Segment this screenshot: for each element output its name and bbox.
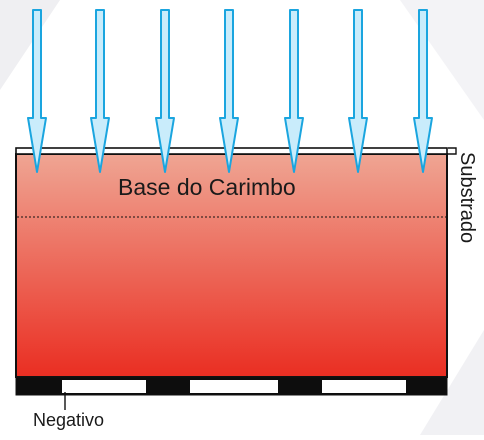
negative-label: Negativo (33, 410, 105, 430)
substrate-bracket (448, 147, 457, 155)
background-shape-left (0, 0, 60, 90)
negative-clear-segment (322, 380, 406, 393)
substrate-label: Substrado (456, 152, 478, 244)
light-arrow-6 (348, 9, 368, 173)
light-arrows (27, 9, 433, 173)
light-arrow-4 (219, 9, 239, 173)
background-shape-right (400, 0, 484, 120)
light-arrow-7 (413, 9, 433, 173)
light-arrow-5 (284, 9, 304, 173)
light-arrow-3 (155, 9, 175, 173)
light-arrow-2 (90, 9, 110, 173)
light-arrow-1 (27, 9, 47, 173)
negative-clear-segment (62, 380, 146, 393)
negative-strip (15, 376, 448, 396)
stamp-base-label: Base do Carimbo (118, 174, 296, 200)
background-shape-bottom-right (420, 330, 484, 435)
negative-clear-segment (190, 380, 278, 393)
